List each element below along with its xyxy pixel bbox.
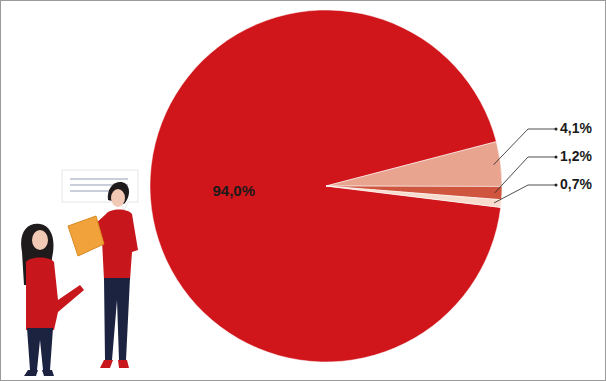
frame xyxy=(1,1,606,381)
face xyxy=(111,189,125,207)
shoes xyxy=(24,370,54,376)
pie xyxy=(150,10,502,362)
data-label: 4,1% xyxy=(560,120,592,136)
illustration xyxy=(21,170,138,376)
bubble-line xyxy=(70,190,110,192)
bubble-line xyxy=(70,178,128,180)
data-label: 94,0% xyxy=(213,182,256,199)
leader-dot xyxy=(555,128,558,131)
leader-line xyxy=(494,129,556,165)
chart: 94,0% 4,1% 1,2% 0,7% xyxy=(0,0,606,381)
slice xyxy=(326,186,501,207)
trousers xyxy=(104,278,130,360)
slice xyxy=(326,142,502,187)
face xyxy=(32,230,48,250)
leader-dot xyxy=(555,156,558,159)
shoes xyxy=(100,360,129,368)
data-label: 0,7% xyxy=(560,176,592,192)
leader-dot xyxy=(555,184,558,187)
speech-bubble xyxy=(62,170,138,210)
data-label: 1,2% xyxy=(560,148,592,164)
leader-line xyxy=(494,185,556,203)
folder xyxy=(68,216,104,256)
shirt xyxy=(26,258,84,331)
trousers xyxy=(27,328,53,370)
data-labels: 94,0% 4,1% 1,2% 0,7% xyxy=(213,120,593,203)
leader-line xyxy=(495,157,556,193)
